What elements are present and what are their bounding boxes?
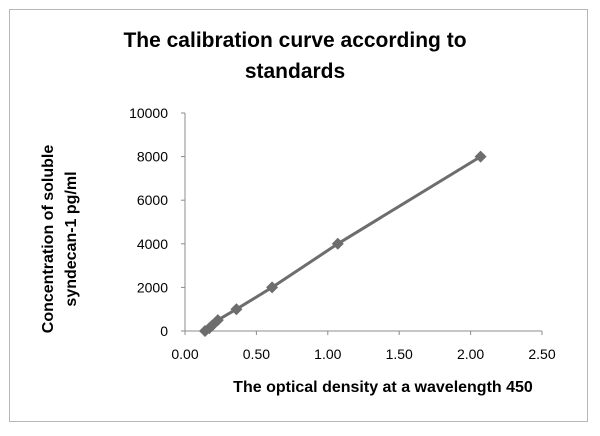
x-tick-label: 0.50	[243, 346, 270, 362]
data-point-diamond	[211, 314, 224, 327]
chart-frame	[9, 9, 588, 422]
series-layer	[198, 150, 487, 337]
x-tick-label: 1.00	[314, 346, 341, 362]
x-tick-label: 2.00	[457, 346, 484, 362]
chart-title-line-2: standards	[245, 60, 345, 83]
data-point-diamond	[230, 303, 243, 316]
y-axis-ticks: 0 2000 4000 6000 8000 10000	[129, 105, 185, 339]
y-axis-title-line-1: Concentration of soluble	[40, 145, 57, 334]
y-tick-label: 2000	[137, 279, 168, 295]
y-tick-label: 10000	[129, 105, 168, 121]
data-point-diamond	[331, 237, 344, 250]
y-axis-title-line-2: syndecan-1 pg/ml	[63, 171, 80, 306]
x-tick-label: 2.50	[528, 346, 555, 362]
x-axis-title: The optical density at a wavelength 450	[233, 379, 533, 396]
data-point-diamond	[474, 150, 487, 163]
y-tick-label: 6000	[137, 192, 168, 208]
data-point-diamond	[266, 281, 279, 294]
x-tick-label: 1.50	[386, 346, 413, 362]
x-axis-ticks: 0.00 0.50 1.00 1.50 2.00 2.50	[171, 331, 556, 362]
x-tick-label: 0.00	[171, 346, 198, 362]
y-tick-label: 8000	[137, 149, 168, 165]
y-tick-label: 0	[160, 323, 168, 339]
y-tick-label: 4000	[137, 236, 168, 252]
chart-title-line-1: The calibration curve according to	[123, 29, 466, 52]
